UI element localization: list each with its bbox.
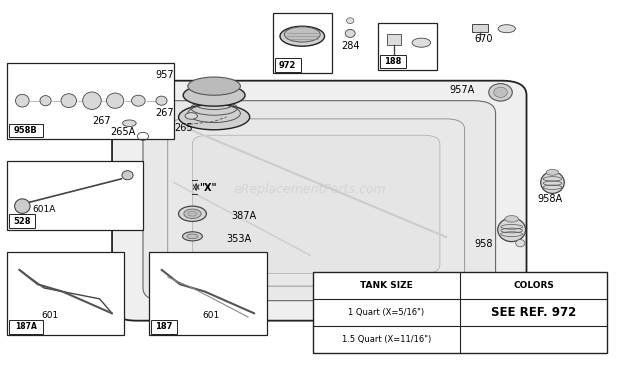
Text: 601: 601 bbox=[42, 311, 59, 320]
Ellipse shape bbox=[40, 96, 51, 106]
Text: COLORS: COLORS bbox=[513, 281, 554, 290]
Ellipse shape bbox=[516, 239, 525, 247]
Ellipse shape bbox=[156, 96, 167, 105]
Text: 267: 267 bbox=[92, 116, 111, 126]
Bar bbox=[313, 272, 607, 353]
Ellipse shape bbox=[498, 218, 526, 242]
Ellipse shape bbox=[541, 172, 564, 193]
Text: 187: 187 bbox=[156, 322, 173, 331]
Text: 1 Quart (X=5/16"): 1 Quart (X=5/16") bbox=[348, 308, 425, 317]
Bar bbox=[378, 23, 437, 70]
Ellipse shape bbox=[179, 206, 206, 222]
Ellipse shape bbox=[345, 30, 355, 38]
Ellipse shape bbox=[122, 171, 133, 180]
Ellipse shape bbox=[280, 26, 324, 46]
Text: 958A: 958A bbox=[538, 194, 562, 204]
Bar bbox=[149, 251, 267, 335]
Text: 957: 957 bbox=[156, 70, 174, 80]
FancyBboxPatch shape bbox=[192, 135, 440, 273]
Text: 188: 188 bbox=[384, 57, 402, 66]
Text: TANK SIZE: TANK SIZE bbox=[360, 281, 413, 290]
Ellipse shape bbox=[183, 84, 245, 106]
Bar bbox=[9, 215, 35, 228]
Ellipse shape bbox=[16, 94, 29, 107]
FancyBboxPatch shape bbox=[143, 101, 495, 301]
Ellipse shape bbox=[412, 38, 431, 47]
Text: 958: 958 bbox=[474, 239, 492, 249]
Text: 958B: 958B bbox=[14, 126, 38, 135]
Ellipse shape bbox=[285, 27, 320, 42]
Bar bbox=[380, 54, 406, 68]
Text: 601A: 601A bbox=[32, 205, 56, 214]
Text: 670: 670 bbox=[474, 34, 492, 44]
Ellipse shape bbox=[505, 216, 518, 222]
Ellipse shape bbox=[82, 92, 101, 110]
Text: 957A: 957A bbox=[449, 85, 474, 95]
Ellipse shape bbox=[184, 209, 201, 219]
Ellipse shape bbox=[188, 77, 241, 95]
Text: 187A: 187A bbox=[15, 322, 37, 331]
Text: "X": "X" bbox=[198, 183, 216, 193]
Bar bbox=[472, 24, 487, 32]
Bar bbox=[275, 58, 301, 72]
Text: SEE REF. 972: SEE REF. 972 bbox=[491, 306, 576, 319]
Ellipse shape bbox=[15, 199, 30, 214]
Ellipse shape bbox=[187, 234, 198, 239]
Text: 284: 284 bbox=[341, 41, 360, 51]
Bar bbox=[7, 251, 125, 335]
Ellipse shape bbox=[107, 93, 124, 108]
Ellipse shape bbox=[131, 95, 145, 106]
Ellipse shape bbox=[61, 94, 76, 108]
Ellipse shape bbox=[546, 169, 559, 175]
Ellipse shape bbox=[185, 113, 197, 119]
Ellipse shape bbox=[494, 87, 507, 97]
Ellipse shape bbox=[182, 232, 202, 241]
FancyBboxPatch shape bbox=[168, 119, 464, 286]
FancyBboxPatch shape bbox=[112, 81, 526, 321]
Text: 601: 601 bbox=[202, 311, 219, 320]
Text: 972: 972 bbox=[279, 61, 296, 70]
Text: 1.5 Quart (X=11/16"): 1.5 Quart (X=11/16") bbox=[342, 335, 431, 344]
Bar bbox=[9, 320, 43, 334]
Text: 528: 528 bbox=[13, 217, 30, 226]
Text: 267: 267 bbox=[156, 108, 174, 118]
Bar bbox=[388, 34, 401, 45]
Bar bbox=[7, 62, 174, 139]
Ellipse shape bbox=[489, 84, 512, 101]
Text: 265: 265 bbox=[174, 123, 192, 133]
Text: 387A: 387A bbox=[231, 211, 256, 221]
Ellipse shape bbox=[179, 104, 250, 130]
Text: 265A: 265A bbox=[110, 127, 136, 137]
Ellipse shape bbox=[188, 211, 197, 216]
Ellipse shape bbox=[498, 25, 515, 33]
Bar bbox=[273, 14, 332, 73]
Ellipse shape bbox=[347, 18, 354, 24]
Text: 353A: 353A bbox=[226, 234, 252, 244]
Text: eReplacementParts.com: eReplacementParts.com bbox=[234, 183, 386, 196]
Bar bbox=[151, 320, 177, 334]
Bar bbox=[9, 124, 43, 137]
Bar bbox=[7, 161, 143, 230]
Ellipse shape bbox=[123, 120, 136, 127]
